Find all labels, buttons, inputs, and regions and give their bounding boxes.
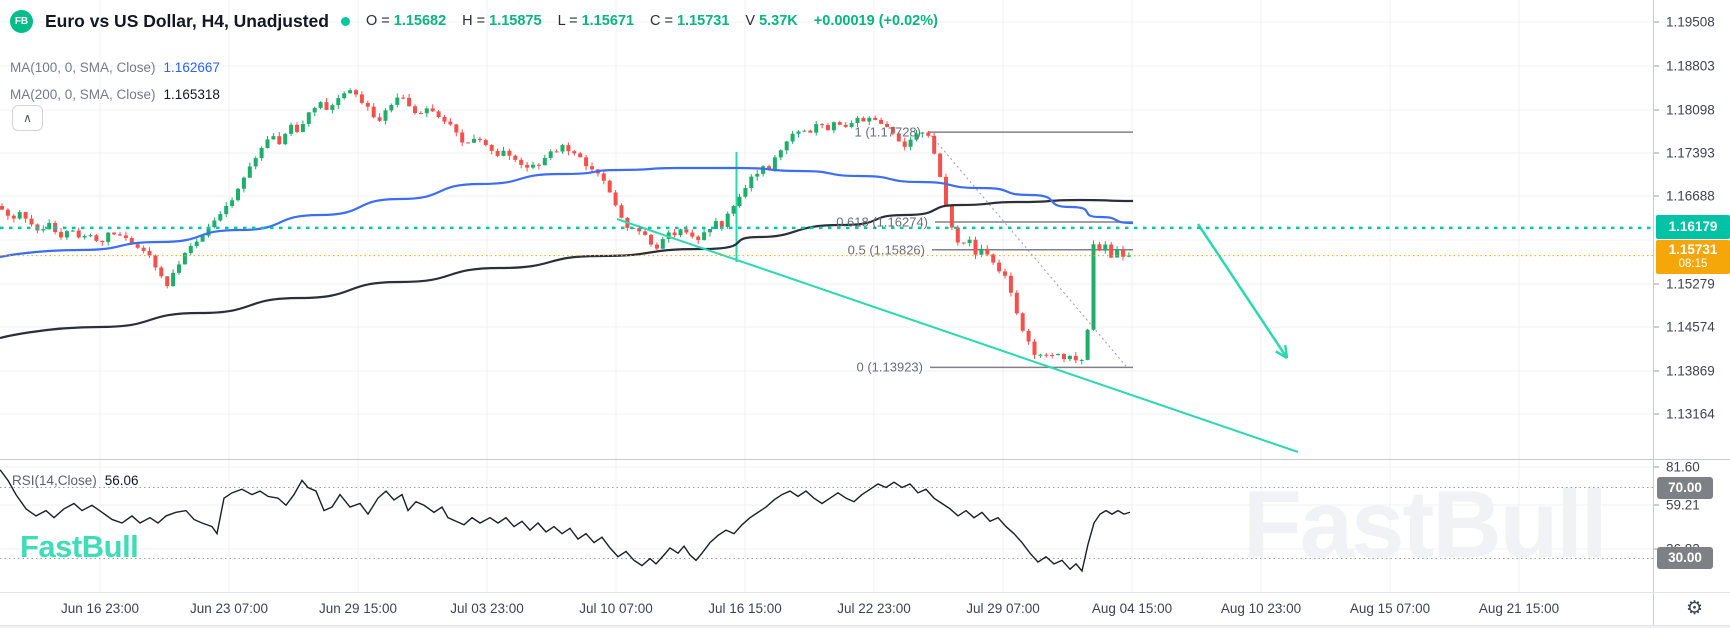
time-axis-label: Aug 15 07:00 (1349, 601, 1431, 616)
rsi-axis-label: 81.60 (1666, 459, 1700, 475)
ma200-legend[interactable]: MA(200, 0, SMA, Close) 1.165318 (10, 87, 220, 102)
price-axis-label: 1.14574 (1666, 319, 1715, 335)
last-price-badge: 1.15731 08:15 (1656, 240, 1730, 274)
fib-level-label: 0.5 (1.15826) (847, 242, 925, 258)
fastbull-logo-watermark: FastBull (20, 529, 139, 564)
time-axis-label: Aug 21 15:00 (1478, 601, 1560, 616)
price-axis-label: 1.19508 (1666, 14, 1715, 30)
ohlc-item: C = 1.15731 (650, 13, 730, 29)
candles (0, 88, 1131, 365)
rsi-value: 56.06 (104, 473, 139, 488)
rsi-axis-label: 59.21 (1666, 497, 1700, 513)
fib-dotted-connector[interactable] (927, 131, 1129, 369)
ma100-label: MA(100, 0, SMA, Close) (10, 60, 156, 75)
price-axis-label: 1.16688 (1666, 188, 1715, 204)
time-axis-label: Jul 29 07:00 (966, 601, 1040, 616)
rsi-threshold-badge: 30.00 (1657, 547, 1713, 569)
time-axis-label: Jun 23 07:00 (189, 601, 269, 616)
ohlc-row: O = 1.15682 H = 1.15875 L = 1.15671 C = 1.15731… (366, 13, 938, 29)
down-arrow-drawing[interactable] (1196, 223, 1289, 360)
price-axis-label: 1.13869 (1666, 363, 1715, 379)
time-axis-label: Jul 03 23:00 (450, 601, 524, 616)
collapse-legend-button[interactable]: ∧ (12, 105, 43, 131)
market-open-dot (340, 16, 350, 26)
price-axis-label: 1.13164 (1666, 406, 1715, 422)
ma200-label: MA(200, 0, SMA, Close) (10, 87, 156, 102)
time-axis-label: Jul 16 15:00 (708, 601, 782, 616)
gridlines (0, 0, 1653, 592)
countdown-timer: 08:15 (1678, 258, 1708, 270)
rsi-line[interactable] (0, 469, 1131, 573)
alert-price-badge: 1.16179 (1656, 215, 1730, 239)
rsi-label: RSI(14,Close) (12, 473, 97, 488)
fib-level-label: 1 (1.17728) (854, 124, 922, 140)
ohlc-item: L = 1.15671 (557, 13, 635, 29)
rsi-threshold-badge: 70.00 (1657, 477, 1713, 499)
ma200-line[interactable] (0, 198, 1134, 340)
last-price-value: 1.15731 (1668, 242, 1718, 257)
price-change: +0.00019 (+0.02%) (813, 13, 938, 29)
time-axis-label: Jul 10 07:00 (579, 601, 653, 616)
price-axis-border (1653, 0, 1654, 626)
axis-ticks (1653, 21, 1659, 550)
panel-separator[interactable] (0, 459, 1730, 460)
ma100-line[interactable] (0, 166, 1134, 259)
time-axis-label: Aug 10 23:00 (1220, 601, 1302, 616)
price-axis-label: 1.15279 (1666, 276, 1715, 292)
time-axis-label: Jun 29 15:00 (318, 601, 398, 616)
fastbull-watermark-big: FastBull (1243, 471, 1608, 578)
price-axis-label: 1.18098 (1666, 102, 1715, 118)
time-axis-label: Aug 04 15:00 (1091, 601, 1173, 616)
ma100-legend[interactable]: MA(100, 0, SMA, Close) 1.162667 (10, 60, 220, 75)
rsi-legend[interactable]: RSI(14,Close) 56.06 (12, 473, 139, 488)
time-axis-label: Jun 16 23:00 (60, 601, 140, 616)
ma200-value: 1.165318 (163, 87, 220, 102)
price-axis-label: 1.17393 (1666, 145, 1715, 161)
symbol-title[interactable]: Euro vs US Dollar, H4, Unadjusted (45, 10, 329, 31)
time-axis-border (0, 592, 1730, 593)
ohlc-item: V 5.37K (745, 13, 798, 29)
ohlc-item: O = 1.15682 (365, 13, 447, 29)
ma100-value: 1.162667 (163, 60, 220, 75)
bottom-strip (0, 625, 1730, 628)
descending-trendline[interactable] (616, 218, 1299, 453)
ohlc-item: H = 1.15875 (462, 13, 542, 29)
fib-level-label: 0 (1.13923) (856, 359, 924, 375)
fib-level-label: 0.618 (1.16274) (836, 214, 928, 230)
settings-gear-icon[interactable]: ⚙ (1686, 598, 1704, 619)
price-axis-label: 1.18803 (1666, 58, 1715, 74)
fastbull-symbol-icon[interactable]: FB (10, 9, 33, 33)
time-axis-label: Jul 22 23:00 (837, 601, 911, 616)
symbol-header: FB Euro vs US Dollar, H4, Unadjusted O =… (10, 8, 938, 34)
